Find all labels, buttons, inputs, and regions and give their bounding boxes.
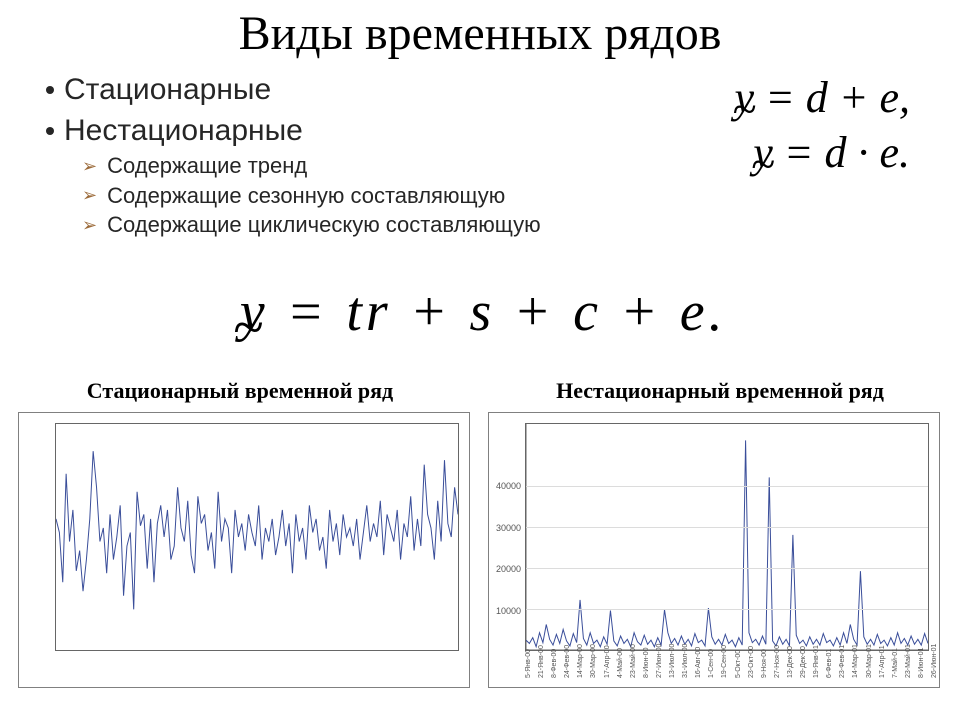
left-chart-plot: [55, 423, 459, 651]
left-chart-title: Стационарный временной ряд: [0, 378, 480, 404]
bullet-text: Стационарные: [64, 70, 271, 111]
bullet-text: Содержащие циклическую составляющую: [107, 210, 541, 240]
bullet-marker: [46, 86, 54, 94]
charts-row: 100002000030000400005-Янв-0021-Янв-008-Ф…: [18, 412, 940, 688]
bullet-item: ➢ Содержащие циклическую составляющую: [40, 210, 541, 240]
bullet-text: Содержащие тренд: [107, 151, 307, 181]
formula-mul: ~y = d · e.: [733, 125, 910, 180]
arrow-icon: ➢: [82, 183, 97, 207]
chart-titles-row: Стационарный временной ряд Нестационарны…: [0, 378, 960, 404]
bullet-list: Стационарные Нестационарные ➢ Содержащие…: [40, 70, 541, 240]
bullet-item: Стационарные: [40, 70, 541, 111]
bullet-item: ➢ Содержащие тренд: [40, 151, 541, 181]
right-line: [526, 424, 928, 650]
right-chart-plot: [525, 423, 929, 651]
bullet-text: Содержащие сезонную составляющую: [107, 181, 505, 211]
right-chart: 100002000030000400005-Янв-0021-Янв-008-Ф…: [488, 412, 940, 688]
formulas-right: ~y = d + e, ~y = d · e.: [733, 70, 910, 180]
formula-add: ~y = d + e,: [733, 70, 910, 125]
arrow-icon: ➢: [82, 154, 97, 178]
slide-title: Виды временных рядов: [0, 6, 960, 61]
bullet-item: Нестационарные: [40, 111, 541, 152]
left-line: [56, 424, 458, 650]
bullet-text: Нестационарные: [64, 111, 303, 152]
arrow-icon: ➢: [82, 213, 97, 237]
bullet-item: ➢ Содержащие сезонную составляющую: [40, 181, 541, 211]
left-chart: [18, 412, 470, 688]
formula-main: ~y = tr + s + c + e.: [0, 280, 960, 344]
right-chart-title: Нестационарный временной ряд: [480, 378, 960, 404]
bullet-marker: [46, 127, 54, 135]
